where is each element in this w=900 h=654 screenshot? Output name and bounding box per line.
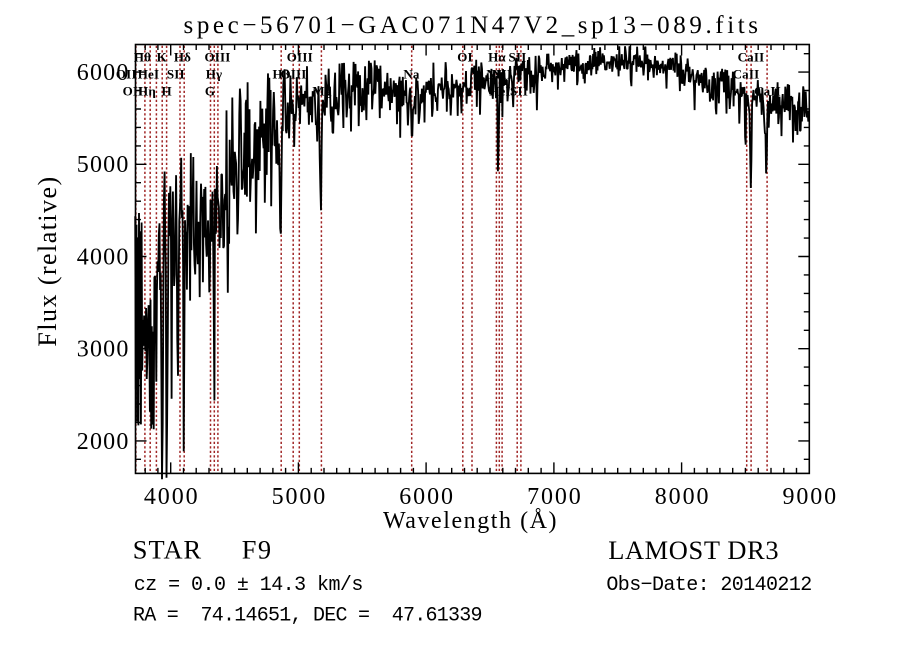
svg-text:SII: SII	[510, 83, 528, 98]
svg-text:6000: 6000	[77, 60, 130, 86]
svg-text:CaII: CaII	[738, 50, 765, 65]
svg-text:Hθ: Hθ	[134, 50, 151, 65]
svg-text:OII: OII	[123, 83, 144, 98]
svg-text:HeI: HeI	[138, 66, 160, 81]
svg-text:Na: Na	[403, 66, 420, 81]
svg-text:5000: 5000	[272, 484, 328, 510]
svg-text:RA = 74.14651, DEC = 47.6133: RA = 74.14651, DEC = 47.61339	[133, 605, 482, 628]
svg-text:3000: 3000	[77, 337, 130, 363]
svg-text:6000: 6000	[399, 484, 455, 510]
svg-text:Hβ: Hβ	[273, 66, 290, 81]
svg-text:H: H	[162, 83, 172, 98]
svg-text:LAMOST DR3: LAMOST DR3	[608, 535, 779, 565]
svg-text:7000: 7000	[527, 484, 583, 510]
svg-text:5000: 5000	[77, 152, 130, 178]
svg-text:G: G	[205, 83, 215, 98]
svg-text:Wavelength (Å): Wavelength (Å)	[383, 508, 558, 534]
svg-text:NII: NII	[486, 66, 506, 81]
svg-text:STAR: STAR	[133, 535, 202, 565]
svg-text:spec−56701−GAC071N47V2_sp13−08: spec−56701−GAC071N47V2_sp13−089.fits	[184, 12, 762, 39]
svg-text:2000: 2000	[77, 429, 130, 455]
svg-text:F9: F9	[242, 535, 273, 565]
svg-text:cz = 0.0 ± 14.3 km/s: cz = 0.0 ± 14.3 km/s	[134, 574, 363, 597]
svg-text:K: K	[157, 50, 168, 65]
svg-text:4000: 4000	[144, 484, 200, 510]
svg-text:NII: NII	[492, 66, 512, 81]
svg-text:OIII: OIII	[204, 50, 230, 65]
svg-text:OIII: OIII	[280, 66, 306, 81]
svg-text:Obs−Date: 20140212: Obs−Date: 20140212	[606, 574, 811, 597]
svg-text:Mg: Mg	[312, 83, 331, 98]
svg-text:CaII: CaII	[754, 83, 781, 98]
svg-text:OII: OII	[116, 66, 137, 81]
svg-text:Hδ: Hδ	[174, 50, 191, 65]
svg-text:9000: 9000	[782, 484, 838, 510]
svg-text:CaII: CaII	[733, 66, 760, 81]
svg-text:Hγ: Hγ	[206, 66, 223, 81]
svg-text:Flux (relative): Flux (relative)	[33, 175, 62, 346]
svg-text:Hη: Hη	[138, 83, 156, 98]
svg-text:OI: OI	[457, 50, 473, 65]
svg-text:SII: SII	[509, 50, 527, 65]
svg-text:OIII: OIII	[287, 50, 313, 65]
svg-text:4000: 4000	[77, 244, 130, 270]
svg-text:SII: SII	[167, 66, 185, 81]
svg-text:8000: 8000	[655, 484, 711, 510]
svg-text:HeI: HeI	[489, 83, 511, 98]
svg-text:Hα: Hα	[488, 50, 506, 65]
